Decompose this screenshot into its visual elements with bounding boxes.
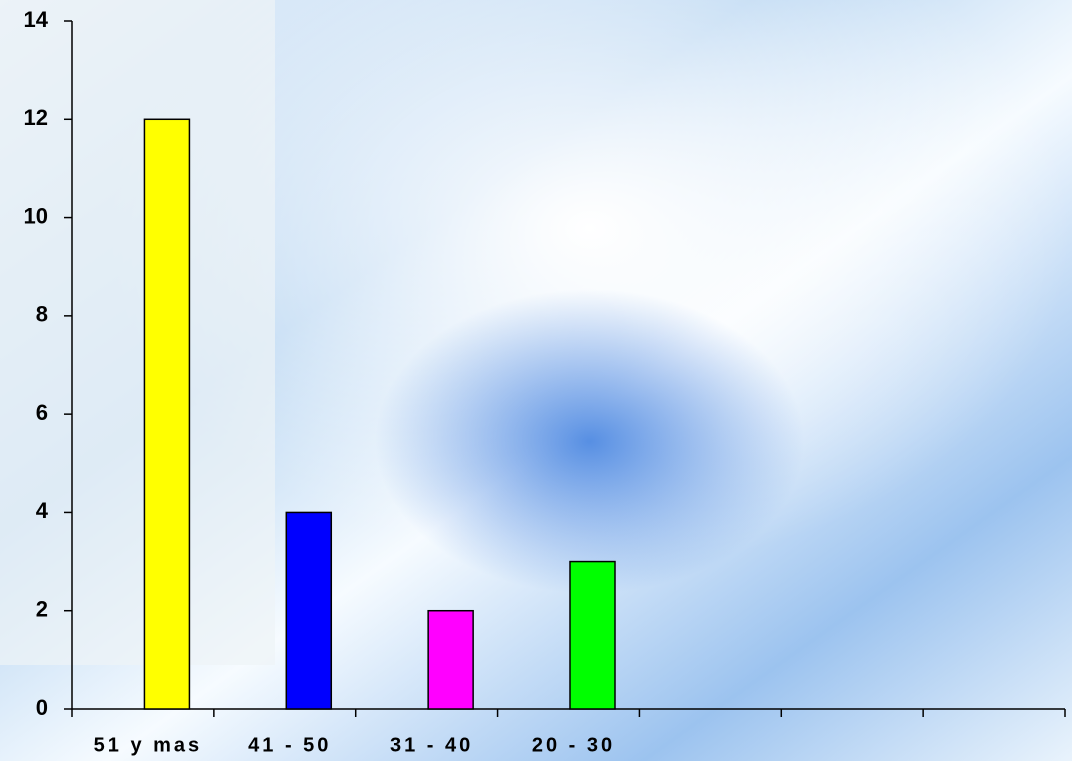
y-tick-label: 8 bbox=[36, 302, 48, 327]
y-tick-label: 10 bbox=[24, 203, 48, 228]
y-tick-label: 6 bbox=[36, 400, 48, 425]
y-tick-label: 14 bbox=[24, 7, 49, 32]
y-tick-label: 4 bbox=[36, 498, 49, 523]
background-panel bbox=[0, 0, 275, 665]
x-tick-label: 51 y mas bbox=[94, 734, 203, 756]
y-tick-label: 12 bbox=[24, 105, 48, 130]
bar bbox=[569, 560, 616, 710]
y-tick-label: 0 bbox=[36, 695, 48, 720]
bar bbox=[285, 511, 333, 710]
bar bbox=[143, 118, 191, 710]
bar bbox=[427, 609, 474, 710]
x-tick-label: 20 - 30 bbox=[532, 734, 615, 756]
x-tick-label: 31 - 40 bbox=[390, 734, 473, 756]
y-tick-label: 2 bbox=[36, 597, 48, 622]
x-tick-label: 41 - 50 bbox=[248, 734, 331, 756]
